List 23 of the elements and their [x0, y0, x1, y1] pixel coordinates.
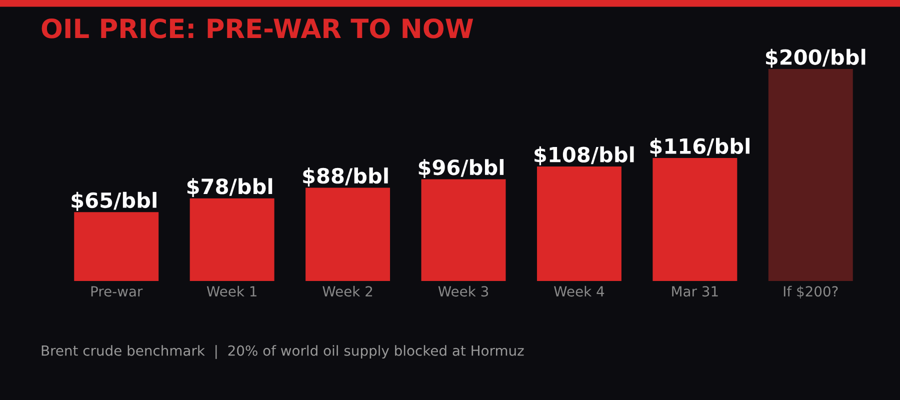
data-label: $96/bbl — [418, 159, 504, 178]
text: Brent crude benchmark | 20% of world oil supply blocked at Hormuz — [42, 345, 524, 359]
bar — [652, 158, 738, 281]
data-label: $108/bbl — [534, 146, 634, 166]
x-tick-label: Week 1 — [206, 286, 256, 297]
data-label: $200/bbl — [766, 48, 866, 68]
bar — [190, 198, 274, 281]
x-tick-label: If $200? — [784, 286, 838, 298]
bar — [421, 179, 506, 281]
x-tick-label: Week 4 — [554, 286, 604, 297]
data-label: $65/bbl — [72, 192, 156, 211]
bar — [536, 166, 622, 281]
bar — [74, 212, 159, 281]
data-label: $78/bbl — [187, 178, 272, 198]
bar — [768, 69, 853, 281]
bar — [306, 188, 390, 281]
data-label: $88/bbl — [303, 168, 388, 186]
data-label: $116/bbl — [650, 138, 750, 157]
x-tick-label: Week 3 — [438, 286, 488, 297]
x-tick-label: Mar 31 — [672, 286, 718, 297]
x-tick-label: Week 2 — [322, 286, 372, 297]
chart-title: OIL PRICE: PRE-WAR TO NOW — [42, 18, 474, 38]
x-tick-label: Pre-war — [91, 286, 143, 297]
